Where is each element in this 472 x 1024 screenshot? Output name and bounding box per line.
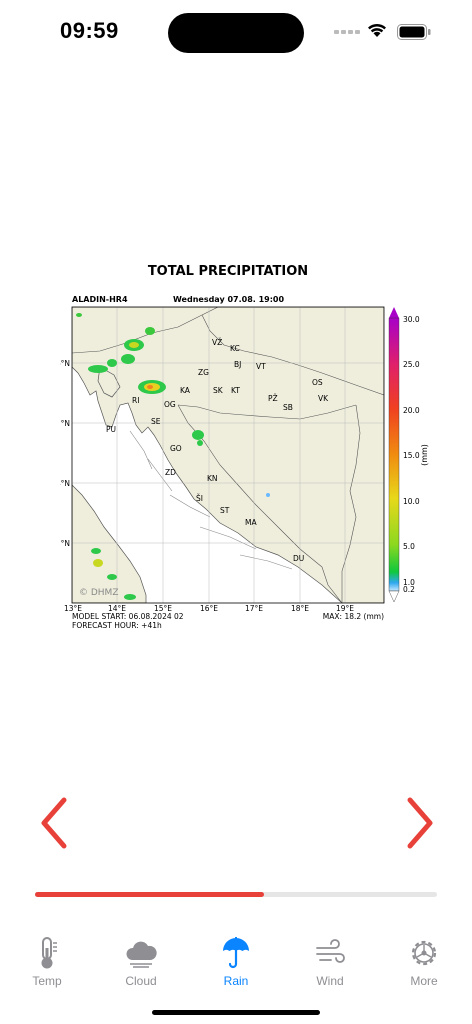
cellular-signal-icon bbox=[334, 30, 360, 34]
city-label: RI bbox=[132, 396, 139, 405]
country-borders bbox=[72, 307, 384, 603]
status-time: 09:59 bbox=[60, 18, 119, 43]
tab-label: Temp bbox=[32, 974, 62, 988]
gear-icon bbox=[411, 940, 437, 966]
umbrella-icon bbox=[223, 937, 249, 969]
tab-more[interactable]: More bbox=[384, 930, 464, 990]
colorbar bbox=[388, 307, 400, 603]
city-label: BJ bbox=[234, 360, 241, 369]
city-label: ZD bbox=[165, 468, 176, 477]
max-value-label: MAX: 18.2 (mm) bbox=[323, 612, 384, 621]
colorbar-ticks: 30.0 25.0 20.0 15.0 10.0 5.0 1.0 0.2 bbox=[403, 315, 420, 594]
tab-label: Rain bbox=[223, 974, 249, 988]
lon-label: 13°E bbox=[64, 604, 82, 613]
lon-label: 15°E bbox=[154, 604, 172, 613]
wind-icon bbox=[316, 939, 345, 963]
copyright-label: © DHMZ bbox=[79, 588, 119, 598]
tab-temp[interactable]: Temp bbox=[7, 930, 87, 990]
chart-title: TOTAL PRECIPITATION bbox=[148, 264, 308, 279]
colorbar-tick: 20.0 bbox=[403, 406, 420, 415]
next-button[interactable] bbox=[398, 796, 438, 850]
dynamic-island bbox=[168, 13, 304, 53]
city-label: VŽ bbox=[212, 338, 222, 347]
cloud-icon bbox=[126, 941, 157, 968]
city-label: PŽ bbox=[268, 394, 278, 403]
lon-label: 16°E bbox=[200, 604, 218, 613]
lon-label: 17°E bbox=[245, 604, 263, 613]
precipitation-cells bbox=[76, 313, 270, 600]
lon-label: 19°E bbox=[336, 604, 354, 613]
city-label: KN bbox=[207, 474, 218, 483]
map-svg: TOTAL PRECIPITATION ALADIN-HR4 Wednesday… bbox=[51, 264, 429, 630]
grid-lines bbox=[72, 307, 384, 603]
city-label: ZG bbox=[198, 368, 209, 377]
istria-coast bbox=[97, 366, 121, 398]
progress-fill bbox=[35, 892, 265, 897]
colorbar-tick: 1.0 bbox=[403, 578, 415, 587]
tab-bar: Temp Cloud Rain Wind bbox=[0, 930, 472, 1000]
precipitation-map: TOTAL PRECIPITATION ALADIN-HR4 Wednesday… bbox=[51, 255, 430, 635]
chevron-right-icon bbox=[407, 797, 433, 849]
tab-cloud[interactable]: Cloud bbox=[101, 930, 181, 990]
status-bar: 09:59 bbox=[0, 0, 472, 64]
tab-label: More bbox=[410, 974, 438, 988]
city-label: SE bbox=[151, 417, 161, 426]
city-label: OG bbox=[164, 400, 176, 409]
prev-button[interactable] bbox=[36, 796, 76, 850]
lat-labels: 46°N 45°N 44°N 43°N bbox=[51, 359, 70, 548]
city-label: ST bbox=[220, 506, 230, 515]
city-label: OS bbox=[312, 378, 323, 387]
colorbar-tick: 5.0 bbox=[403, 542, 415, 551]
city-label: ŠI bbox=[196, 494, 203, 503]
city-label: VK bbox=[318, 394, 329, 403]
city-label: KA bbox=[180, 386, 191, 395]
colorbar-tick: 10.0 bbox=[403, 497, 420, 506]
lat-label: 44°N bbox=[60, 479, 70, 488]
battery-icon bbox=[397, 24, 431, 40]
valid-time-label: Wednesday 07.08. 19:00 bbox=[173, 295, 284, 304]
colorbar-tick: 15.0 bbox=[403, 451, 420, 460]
tab-label: Wind bbox=[316, 974, 344, 988]
forecast-hour-label: FORECAST HOUR: +41h bbox=[72, 621, 162, 630]
tab-rain[interactable]: Rain bbox=[196, 930, 276, 990]
colorbar-tick: 30.0 bbox=[403, 315, 420, 324]
thermometer-icon bbox=[41, 937, 57, 969]
city-label: KT bbox=[231, 386, 240, 395]
city-label: GO bbox=[170, 444, 182, 453]
tab-wind[interactable]: Wind bbox=[290, 930, 370, 990]
city-labels: VŽ KC BJ VT ZG OS VK KA SK KT PŽ SB RI O… bbox=[106, 338, 329, 563]
city-label: SB bbox=[283, 403, 293, 412]
model-label: ALADIN-HR4 bbox=[72, 295, 128, 304]
lat-label: 43°N bbox=[60, 539, 70, 548]
city-label: KC bbox=[230, 344, 240, 353]
colorbar-unit: (mm) bbox=[420, 444, 429, 466]
lon-label: 14°E bbox=[108, 604, 126, 613]
lon-label: 18°E bbox=[291, 604, 309, 613]
home-indicator bbox=[152, 1010, 320, 1015]
lat-label: 46°N bbox=[60, 359, 70, 368]
italy-coast bbox=[72, 484, 147, 603]
colorbar-tick: 0.2 bbox=[403, 585, 415, 594]
city-label: VT bbox=[256, 362, 266, 371]
city-label: PU bbox=[106, 425, 116, 434]
city-label: MA bbox=[245, 518, 257, 527]
forecast-progress-slider[interactable] bbox=[35, 892, 437, 897]
city-label: SK bbox=[213, 386, 224, 395]
wifi-icon bbox=[368, 23, 386, 37]
islands bbox=[129, 430, 293, 570]
colorbar-tick: 25.0 bbox=[403, 360, 420, 369]
city-label: DU bbox=[293, 554, 304, 563]
chevron-left-icon bbox=[41, 797, 67, 849]
model-start-label: MODEL START: 06.08.2024 02 bbox=[72, 612, 184, 621]
tab-label: Cloud bbox=[125, 974, 157, 988]
map-frame bbox=[71, 306, 385, 604]
lat-label: 45°N bbox=[60, 419, 70, 428]
lon-labels: 13°E 14°E 15°E 16°E 17°E 18°E 19°E bbox=[64, 604, 354, 613]
